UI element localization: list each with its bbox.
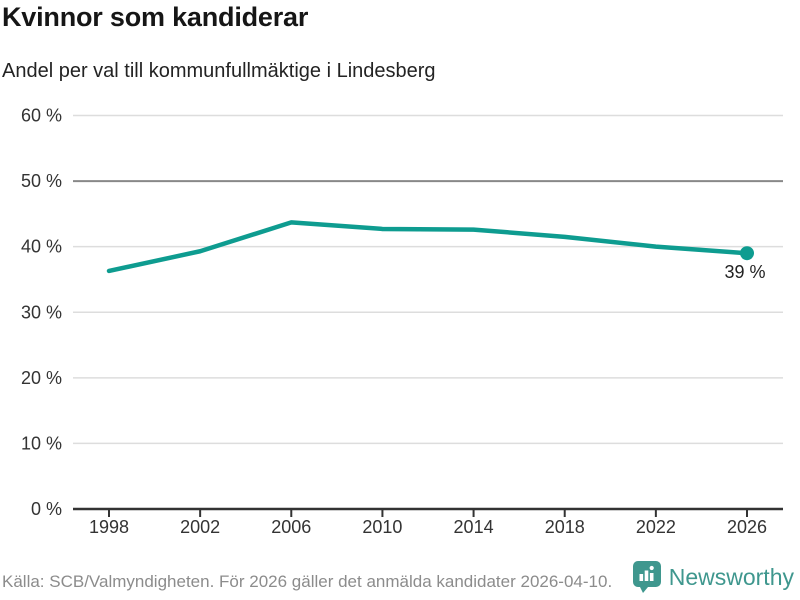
x-tick-label: 2018 bbox=[545, 517, 585, 537]
x-tick-label: 2026 bbox=[727, 517, 767, 537]
x-tick-label: 2022 bbox=[636, 517, 676, 537]
x-tick-label: 2006 bbox=[271, 517, 311, 537]
y-tick-label: 60 % bbox=[21, 106, 62, 126]
y-tick-label: 30 % bbox=[21, 302, 62, 322]
newsworthy-logo-icon bbox=[632, 561, 661, 593]
data-line bbox=[106, 220, 750, 274]
page-title: Kvinnor som kandiderar bbox=[2, 2, 309, 32]
y-tick-label: 0 % bbox=[31, 499, 62, 519]
logo-bar-2 bbox=[644, 570, 649, 581]
x-tick-label: 2014 bbox=[454, 517, 494, 537]
logo-dot bbox=[649, 565, 654, 571]
logo-bar-1 bbox=[639, 574, 643, 581]
y-tick-label: 10 % bbox=[21, 433, 62, 453]
source-note: Källa: SCB/Valmyndigheten. För 2026 gäll… bbox=[2, 572, 613, 591]
last-point-marker bbox=[740, 246, 754, 261]
line-chart: 0 % 10 % 20 % 30 % 40 % 50 % 60 % 1998 2002 2006 2… bbox=[21, 106, 783, 537]
chart-subtitle: Andel per val till kommunfullmäktige i L… bbox=[2, 60, 436, 82]
x-tick-label: 1998 bbox=[89, 517, 129, 537]
y-tick-label: 50 % bbox=[21, 171, 62, 191]
logo-bar-3 bbox=[649, 573, 654, 581]
y-tick-label: 40 % bbox=[21, 237, 62, 257]
last-point-label: 39 % bbox=[724, 262, 765, 282]
newsworthy-logo: Newsworthy bbox=[632, 560, 794, 594]
y-tick-label: 20 % bbox=[21, 368, 62, 388]
brand-name: Newsworthy bbox=[668, 563, 794, 590]
x-tick-label: 2002 bbox=[180, 517, 220, 537]
x-tick-label: 2010 bbox=[362, 517, 402, 537]
